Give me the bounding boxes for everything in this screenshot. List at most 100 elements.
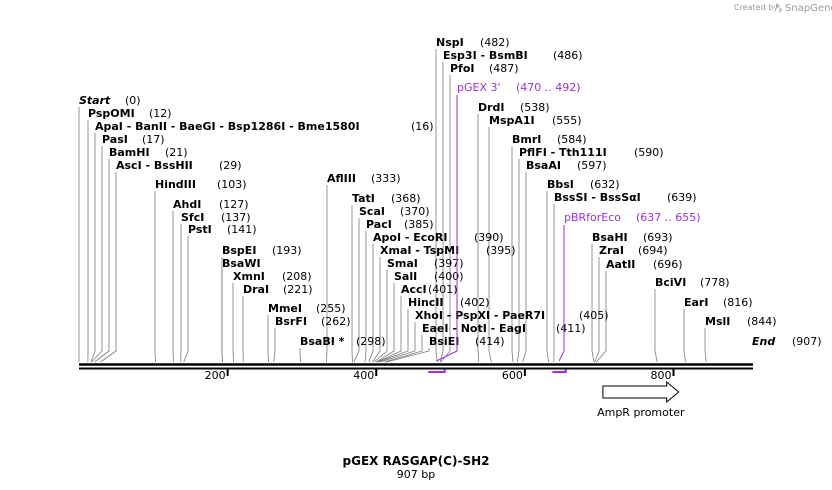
leader-line-drdi	[477, 114, 480, 363]
site-label-mmei[interactable]: MmeI	[268, 302, 302, 315]
site-label-bmri[interactable]: BmrI	[512, 133, 541, 146]
primer-leader-pgex-3	[436, 95, 458, 362]
site-label-eaei-noti-eagi[interactable]: EaeI - NotI - EagI	[422, 322, 526, 335]
site-label-sali[interactable]: SalI	[394, 270, 417, 283]
site-position-scai: (370)	[400, 205, 430, 218]
site-label-xmai-tspmi[interactable]: XmaI - TspMI	[380, 244, 459, 257]
site-position-bsrfi: (262)	[321, 315, 351, 328]
site-position-ahdi: (127)	[219, 198, 249, 211]
site-position-msli: (844)	[747, 315, 777, 328]
site-label-hincii[interactable]: HincII	[408, 296, 444, 309]
primer-label-pbrforeco[interactable]: pBRforEco	[564, 211, 621, 224]
site-label-bsssi-bsss-i[interactable]: BssSI - BssSαI	[554, 191, 641, 204]
site-label-scai[interactable]: ScaI	[359, 205, 385, 218]
site-label-psti[interactable]: PstI	[188, 223, 212, 236]
site-position-bcivi: (778)	[700, 276, 730, 289]
primer-range-pgex-3: (470 .. 492)	[516, 81, 581, 94]
site-position-bsaai: (597)	[577, 159, 607, 172]
site-label-afliii[interactable]: AflIII	[327, 172, 356, 185]
site-label-asci-bsshii[interactable]: AscI - BssHII	[116, 159, 193, 172]
leader-line-xmai-tspmi	[372, 257, 381, 363]
site-label-bsahi[interactable]: BsaHI	[592, 231, 628, 244]
site-label-drai[interactable]: DraI	[243, 283, 269, 296]
site-label-msli[interactable]: MslI	[705, 315, 730, 328]
site-position-drdi: (538)	[520, 101, 550, 114]
primer-range-pbrforeco: (637 .. 655)	[636, 211, 701, 224]
site-label-nspi[interactable]: NspI	[436, 36, 464, 49]
site-label-paci[interactable]: PacI	[366, 218, 392, 231]
site-position-eari: (816)	[723, 296, 753, 309]
leader-line-acci	[376, 296, 402, 363]
site-position-apoi-ecori: (390)	[474, 231, 504, 244]
site-label-aatii[interactable]: AatII	[606, 258, 635, 271]
leader-line-hindiii	[154, 191, 156, 363]
site-position-start: (0)	[125, 94, 141, 107]
leader-line-xmni	[232, 283, 234, 363]
site-position-bsiei: (414)	[475, 335, 505, 348]
leader-line-eaei-noti-eagi	[384, 335, 423, 363]
site-label-tati[interactable]: TatI	[352, 192, 375, 205]
axis-tick-label-200: 200	[205, 369, 226, 382]
feature-label-ampr-promoter[interactable]: AmpR promoter	[597, 406, 685, 419]
site-label-apoi-ecori[interactable]: ApoI - EcoRI	[373, 231, 447, 244]
site-position-end: (907)	[792, 335, 822, 348]
site-label-sfci[interactable]: SfcI	[181, 211, 204, 224]
site-position-eaei-noti-eagi: (411)	[556, 322, 586, 335]
site-label-bsiei[interactable]: BsiEI	[429, 335, 459, 348]
site-position-bamhi: (21)	[165, 146, 188, 159]
site-label-drdi[interactable]: DrdI	[478, 101, 505, 114]
site-label-zrai[interactable]: ZraI	[599, 244, 624, 257]
site-label-start[interactable]: Start	[79, 94, 111, 107]
site-label-end[interactable]: End	[752, 335, 775, 348]
site-label-hindiii[interactable]: HindIII	[155, 178, 196, 191]
axis-tick-label-800: 800	[650, 369, 671, 382]
site-label-bsrfi[interactable]: BsrFI	[275, 315, 307, 328]
site-position-tati: (368)	[391, 192, 421, 205]
site-position-bmri: (584)	[557, 133, 587, 146]
map-title: pGEX RASGAP(C)-SH2	[343, 454, 490, 468]
leader-line-smai	[373, 270, 388, 363]
primer-leader-pbrforeco	[558, 225, 565, 362]
site-position-esp3i-bsmbi: (486)	[553, 49, 583, 62]
site-label-pasi[interactable]: PasI	[102, 133, 128, 146]
site-label-esp3i-bsmbi[interactable]: Esp3I - BsmBI	[443, 49, 528, 62]
leader-line-msli	[704, 328, 707, 363]
site-position-hindiii: (103)	[217, 178, 247, 191]
site-label-bsaai[interactable]: BsaAI	[526, 159, 561, 172]
site-label-pspomi[interactable]: PspOMI	[88, 107, 135, 120]
site-label-mspa1i[interactable]: MspA1I	[489, 114, 535, 127]
site-position-aatii: (696)	[653, 258, 683, 271]
leader-line-bsahi	[591, 244, 595, 363]
site-label-bsabi[interactable]: BsaBI *	[300, 335, 345, 348]
site-position-xhoi-pspxi-paer7i: (405)	[579, 309, 609, 322]
site-label-bsawi[interactable]: BsaWI	[222, 257, 261, 270]
site-label-bbsi[interactable]: BbsI	[547, 178, 574, 191]
site-label-pflfi-tth111i[interactable]: PflFI - Tth111I	[519, 146, 607, 159]
site-position-mmei: (255)	[316, 302, 346, 315]
site-position-pfoi: (487)	[489, 62, 519, 75]
site-position-paci: (385)	[404, 218, 434, 231]
site-label-acci[interactable]: AccI	[401, 283, 427, 296]
site-label-xmni[interactable]: XmnI	[233, 270, 265, 283]
site-label-apai-banii-baegi-bsp1286i-bme1580i[interactable]: ApaI - BanII - BaeGI - Bsp1286I - Bme158…	[95, 120, 360, 133]
leader-line-bsrfi	[273, 328, 276, 363]
site-position-pspomi: (12)	[149, 107, 172, 120]
site-label-bcivi[interactable]: BciVI	[655, 276, 686, 289]
site-label-bamhi[interactable]: BamHI	[109, 146, 150, 159]
site-label-eari[interactable]: EarI	[684, 296, 708, 309]
site-position-xmai-tspmi: (395)	[486, 244, 516, 257]
created-by-text: Created by	[734, 3, 778, 12]
primer-label-pgex-3[interactable]: pGEX 3'	[457, 81, 501, 94]
leader-line-zrai	[594, 257, 600, 363]
leader-line-xhoi-pspxi-paer7i	[379, 322, 416, 363]
site-label-smai[interactable]: SmaI	[387, 257, 418, 270]
site-label-bspei[interactable]: BspEI	[222, 244, 256, 257]
site-label-ahdi[interactable]: AhdI	[173, 198, 201, 211]
dna-backbone[interactable]	[79, 363, 753, 370]
site-label-pfoi[interactable]: PfoI	[450, 62, 475, 75]
feature-arrow-ampr-promoter[interactable]	[602, 380, 680, 404]
site-position-bspei: (193)	[272, 244, 302, 257]
leader-line-apoi-ecori	[368, 244, 374, 363]
site-label-xhoi-pspxi-paer7i[interactable]: XhoI - PspXI - PaeR7I	[415, 309, 545, 322]
site-position-sali: (400)	[434, 270, 464, 283]
